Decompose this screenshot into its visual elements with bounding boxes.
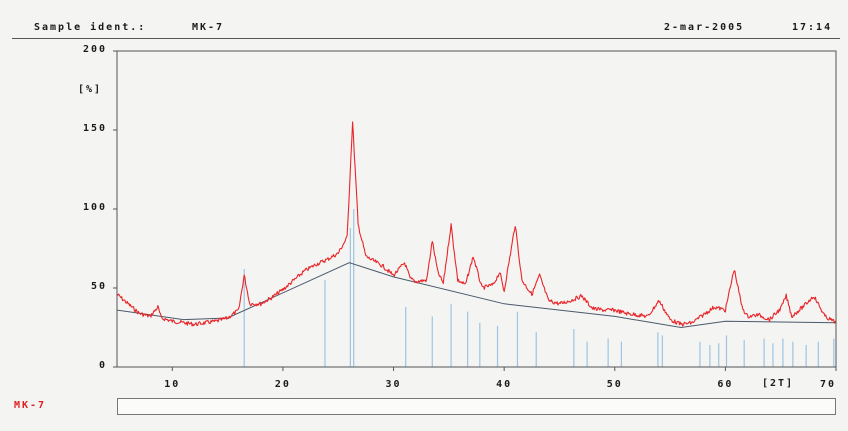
- background-line: [116, 262, 837, 329]
- x-tick-label-1: 20: [274, 379, 291, 390]
- time-label: 17:14: [792, 22, 833, 33]
- y-axis-label: [%]: [77, 84, 102, 95]
- y-tick-label-3: 150: [82, 123, 107, 134]
- header-divider: [12, 38, 840, 39]
- axes: [113, 50, 837, 371]
- x-tick-label-6: 70: [819, 379, 837, 390]
- x-tick-label-0: 10: [164, 379, 181, 390]
- y-tick-label-2: 100: [82, 202, 107, 213]
- y-tick-label-4: 200: [82, 44, 107, 55]
- date-label: 2-mar-2005: [664, 22, 745, 33]
- x-tick-label-3: 40: [496, 379, 513, 390]
- sample-ident-label: Sample ident.:: [34, 22, 147, 33]
- sample-ident-value: MK-7: [192, 22, 225, 33]
- legend-strip: [117, 398, 836, 415]
- x-tick-label-4: 50: [606, 379, 623, 390]
- diffraction-pattern: [116, 121, 837, 327]
- plot-frame: [116, 50, 837, 368]
- pattern-trace: [116, 121, 837, 327]
- reference-lines: [243, 209, 835, 367]
- y-tick-label-1: 50: [90, 281, 107, 292]
- y-tick-label-0: 0: [98, 360, 107, 371]
- background-line-path: [116, 262, 837, 329]
- x-axis-label: [2T]: [761, 378, 795, 389]
- x-tick-label-5: 60: [717, 379, 734, 390]
- x-tick-label-2: 30: [385, 379, 402, 390]
- legend-sample-name: MK-7: [14, 400, 47, 411]
